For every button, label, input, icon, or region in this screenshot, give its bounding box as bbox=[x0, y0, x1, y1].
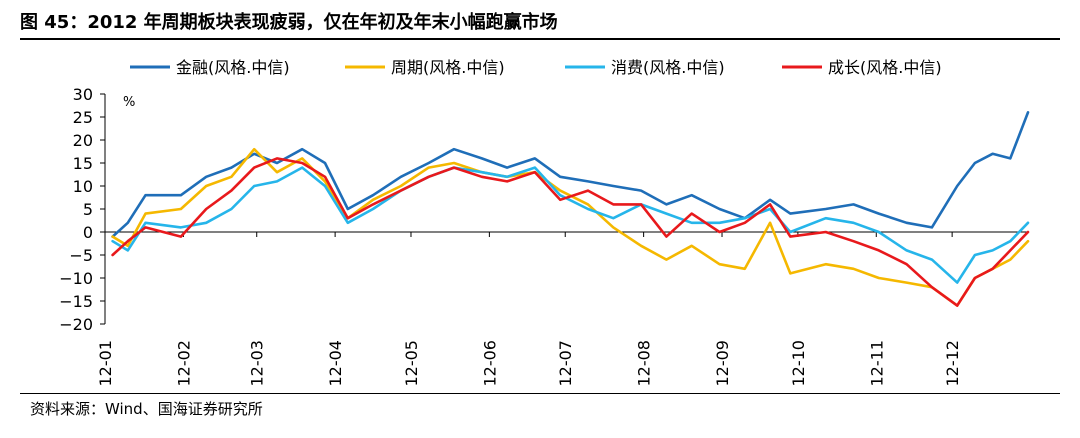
x-tick-label: 12-09 bbox=[713, 340, 732, 387]
x-tick-label: 12-11 bbox=[867, 340, 886, 387]
title-divider bbox=[20, 38, 1060, 40]
source-note: 资料来源：Wind、国海证券研究所 bbox=[30, 400, 263, 418]
y-unit-label: % bbox=[123, 95, 135, 110]
y-tick-label: 10 bbox=[73, 177, 93, 196]
x-tick-label: 12-02 bbox=[174, 340, 193, 387]
y-axis: 30 25 20 15 10 5 0 −5 −10 −15 −20% bbox=[59, 85, 135, 334]
y-tick-label: −20 bbox=[59, 315, 93, 334]
source-divider bbox=[20, 393, 1060, 394]
series-lines bbox=[111, 111, 1030, 307]
x-tick-label: 12-10 bbox=[789, 340, 808, 387]
x-tick-label: 12-04 bbox=[326, 340, 345, 387]
line-chart: 金融(风格.中信) 周期(风格.中信) 消费(风格.中信) 成长(风格.中信) 30 2… bbox=[59, 58, 1030, 387]
y-tick-label: −5 bbox=[69, 246, 93, 265]
x-tick-label: 12-08 bbox=[635, 340, 654, 387]
y-tick-label: 30 bbox=[73, 85, 93, 104]
x-tick-label: 12-03 bbox=[248, 340, 267, 387]
legend-label: 金融(风格.中信) bbox=[176, 58, 290, 77]
x-tick-label: 12-05 bbox=[402, 340, 421, 387]
series-line bbox=[111, 111, 1030, 238]
legend: 金融(风格.中信) 周期(风格.中信) 消费(风格.中信) 成长(风格.中信) bbox=[130, 58, 942, 77]
y-tick-label: 25 bbox=[73, 108, 93, 127]
x-tick-label: 12-01 bbox=[96, 340, 115, 387]
series-line bbox=[111, 166, 1030, 284]
y-tick-label: 15 bbox=[73, 154, 93, 173]
series-line bbox=[111, 147, 1030, 307]
legend-label: 成长(风格.中信) bbox=[828, 58, 942, 77]
y-tick-label: 5 bbox=[83, 200, 93, 219]
x-axis: 12-01 12-02 12-03 12-04 12-05 12-06 12-07 12-08… bbox=[96, 231, 1028, 387]
chart-title: 图 45：2012 年周期板块表现疲弱，仅在年初及年末小幅跑赢市场 bbox=[20, 12, 558, 33]
legend-label: 消费(风格.中信) bbox=[611, 58, 725, 77]
legend-label: 周期(风格.中信) bbox=[391, 58, 505, 77]
y-tick-label: −10 bbox=[59, 269, 93, 288]
x-tick-label: 12-07 bbox=[556, 340, 575, 387]
y-tick-label: −15 bbox=[59, 292, 93, 311]
y-tick-label: 0 bbox=[83, 223, 93, 242]
y-tick-label: 20 bbox=[73, 131, 93, 150]
x-tick-label: 12-12 bbox=[943, 340, 962, 387]
series-line bbox=[111, 157, 1030, 307]
x-tick-label: 12-06 bbox=[480, 340, 499, 387]
